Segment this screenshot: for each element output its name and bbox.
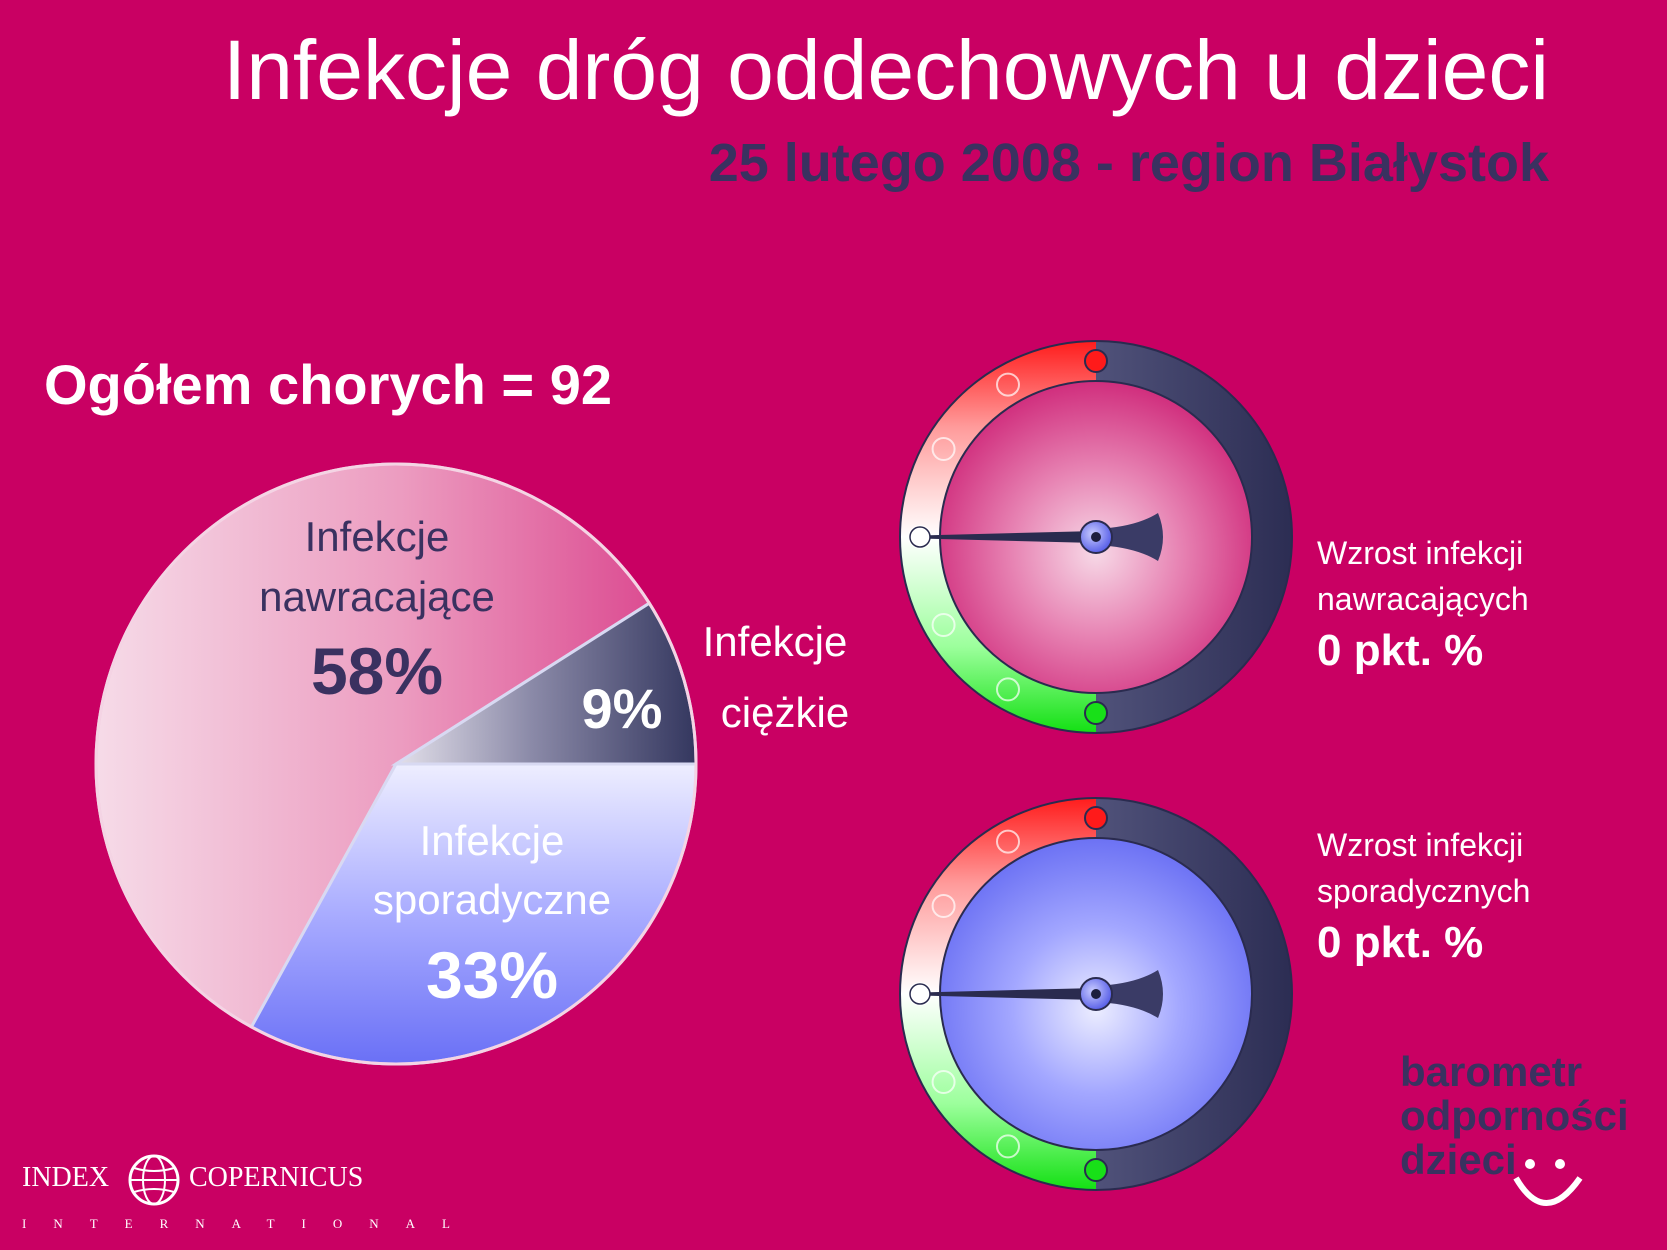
pie-labels: Infekcje nawracające 58% 9% Infekcje ciężkie I…: [259, 513, 849, 1012]
gauge-label-line: Wzrost infekcji: [1317, 535, 1524, 571]
gauge-rim: [899, 340, 1293, 734]
gauge-tick: [931, 894, 956, 918]
gauge-label-line: Wzrost infekcji: [1317, 827, 1524, 863]
pie-value-severe: 9%: [582, 677, 663, 740]
gauge-hub-center: [1091, 532, 1101, 542]
pie-label-sporadic: Infekcje: [420, 817, 565, 864]
gauge-tick: [931, 1070, 956, 1094]
smiley-icon: [1513, 1159, 1583, 1206]
brand-line: barometr: [1400, 1048, 1583, 1095]
gauge-label-sporadic: Wzrost infekcji sporadycznych 0 pkt. %: [1317, 822, 1530, 972]
gauge-needle-tail: [1096, 513, 1163, 561]
gauge-tick: [1084, 1158, 1108, 1182]
pie-label-severe: Infekcje: [703, 618, 848, 665]
gauge-tick: [931, 613, 956, 637]
globe-icon: [128, 1154, 180, 1206]
pie-slices: [94, 462, 698, 1066]
pie-value-sporadic: 33%: [426, 938, 558, 1012]
gauge-needle-tip: [909, 526, 931, 548]
logo-word: COPERNICUS: [189, 1162, 364, 1193]
gauge-tick: [1084, 349, 1108, 373]
gauge-needle: [920, 531, 1096, 543]
gauge-ring-dark: [1096, 798, 1292, 1190]
pie-label-recurrent: Infekcje: [305, 513, 450, 560]
gauge-needle: [920, 988, 1096, 1000]
gauge-tick: [996, 829, 1020, 854]
gauge-tick: [996, 1134, 1020, 1159]
gauges: [899, 340, 1293, 1191]
page-title: Infekcje dróg oddechowych u dzieci: [222, 23, 1549, 117]
gauge-needle-tip: [909, 983, 931, 1005]
gauge-tick: [996, 677, 1020, 702]
pie-label-recurrent: nawracające: [259, 573, 495, 620]
gauge-tick: [931, 437, 956, 461]
pie-value-recurrent: 58%: [311, 634, 443, 708]
gauge-needle-tail: [1096, 970, 1163, 1018]
gauge-rim: [899, 797, 1293, 1191]
gauge-hub-center: [1091, 989, 1101, 999]
brand-barometr: barometr odporności dzieci: [1400, 1050, 1629, 1182]
gauge-label-line: sporadycznych: [1317, 873, 1531, 909]
logo-subtitle: INTERNATIONAL: [22, 1216, 477, 1231]
total-patients-label: Ogółem chorych = 92: [44, 353, 612, 416]
gauge-sporadic: [899, 797, 1293, 1191]
pie-label-sporadic: sporadyczne: [373, 876, 611, 923]
gauge-tick: [996, 372, 1020, 397]
brand-line: odporności: [1400, 1092, 1629, 1139]
gauge-value: 0 pkt. %: [1317, 626, 1484, 675]
gauge-ring-dark: [1096, 341, 1292, 733]
brand-line: dzieci: [1400, 1136, 1517, 1183]
gauge-tick: [1084, 806, 1108, 830]
gauge-label-line: nawracających: [1317, 581, 1529, 617]
logo-index-copernicus: INDEX COPERNICUS: [22, 1162, 363, 1194]
gauge-label-recurrent: Wzrost infekcji nawracających 0 pkt. %: [1317, 530, 1529, 680]
gauge-recurrent: [899, 340, 1293, 734]
pie-outline: [94, 462, 698, 1066]
page-subtitle: 25 lutego 2008 - region Białystok: [708, 133, 1549, 193]
pie-label-severe: ciężkie: [721, 689, 849, 736]
gauge-tick: [1084, 701, 1108, 725]
logo-word: INDEX: [22, 1162, 110, 1193]
gauge-value: 0 pkt. %: [1317, 918, 1484, 967]
